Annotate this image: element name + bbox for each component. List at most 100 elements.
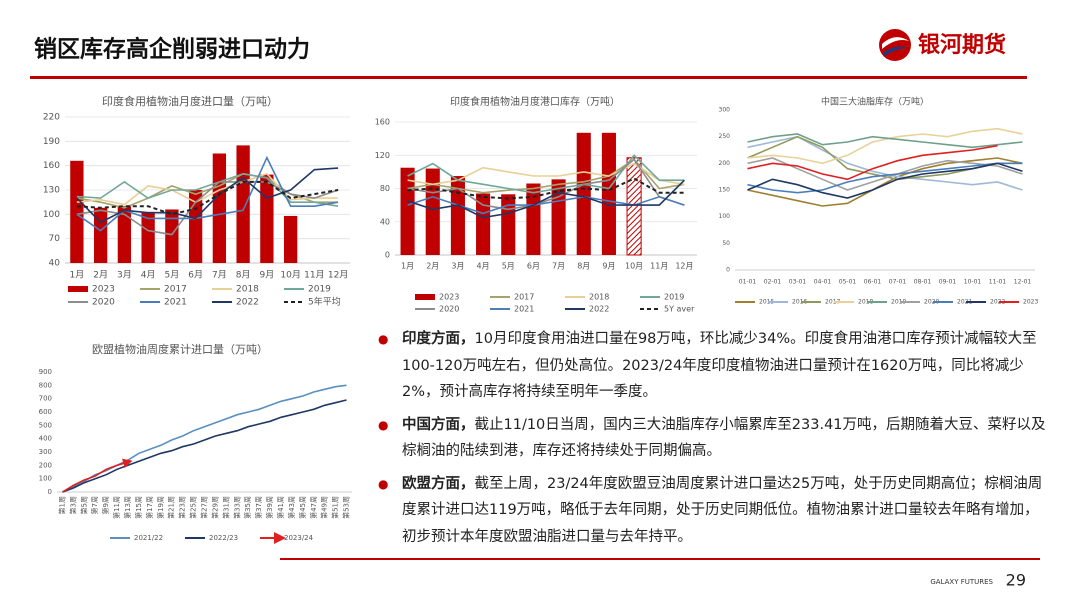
x-tick-label: 第45周 <box>298 496 307 519</box>
y-tick-label: 40 <box>49 259 61 269</box>
bar <box>93 207 108 263</box>
bar <box>165 209 179 263</box>
bullet-text: 截止11/10日当周，国内三大油脂库存小幅累库至233.41万吨，后期随着大豆、… <box>402 416 1046 460</box>
bullet-text: 10月印度食用油进口量在98万吨，环比减少34%。印度食用油港口库存预计减幅较大… <box>402 331 1037 400</box>
y-tick-label: 400 <box>39 435 52 443</box>
x-tick-label: 04-01 <box>814 279 832 286</box>
bar <box>476 193 491 255</box>
slide-title: 销区库存高企削弱进口动力 <box>34 36 310 63</box>
y-tick-label: 250 <box>719 133 731 140</box>
x-tick-label: 9月 <box>260 270 275 281</box>
legend-label: 2018 <box>858 299 873 306</box>
x-tick-label: 第47周 <box>309 496 318 519</box>
series-line <box>407 154 685 194</box>
series-line <box>407 179 685 219</box>
legend-label: 2022 <box>990 299 1005 306</box>
y-tick-label: 130 <box>43 186 60 196</box>
x-tick-label: 12月 <box>675 262 693 271</box>
legend-label: 2020 <box>439 305 459 314</box>
bullet: 印度方面，10月印度食用油进口量在98万吨，环比减少34%。印度食用油港口库存预… <box>378 326 1046 406</box>
legend-label: 2020 <box>92 298 115 308</box>
y-tick-label: 600 <box>39 408 52 416</box>
legend-label: 2017 <box>514 293 534 302</box>
x-tick-label: 第39周 <box>265 496 274 519</box>
x-tick-label: 8月 <box>577 262 590 271</box>
legend-label: 5Y aver <box>664 305 695 314</box>
x-tick-label: 2月 <box>93 270 108 281</box>
legend-label: 2017 <box>164 285 187 295</box>
series-line <box>747 127 1023 165</box>
bar <box>283 215 298 263</box>
x-tick-label: 2月 <box>426 262 439 271</box>
bar <box>260 174 274 263</box>
legend-label: 2021 <box>514 305 534 314</box>
bar <box>117 206 132 263</box>
x-tick-label: 6月 <box>188 270 203 281</box>
x-tick-label: 第13周 <box>123 496 132 519</box>
bar <box>601 132 616 255</box>
x-tick-label: 第1周 <box>57 496 66 514</box>
series-line <box>747 162 1023 199</box>
page-number: 29 <box>1006 571 1026 590</box>
y-tick-label: 300 <box>39 448 52 456</box>
legend-label: 2023 <box>1023 299 1038 306</box>
series-line <box>747 144 998 181</box>
x-tick-label: 第9周 <box>101 496 110 514</box>
logo-text: 银河期货 <box>918 32 1006 58</box>
x-tick-label: 11-01 <box>989 279 1007 286</box>
x-tick-label: 第15周 <box>134 496 143 519</box>
x-tick-label: 第41周 <box>276 496 285 519</box>
bar <box>188 190 203 263</box>
chart-title: 欧盟植物油周度累计进口量（万吨） <box>92 342 268 356</box>
x-tick-label: 第21周 <box>167 496 176 519</box>
x-tick-label: 第53周 <box>342 496 351 519</box>
x-tick-label: 第49周 <box>320 496 329 519</box>
chart-title: 中国三大油脂库存（万吨） <box>821 96 929 108</box>
bullets: 印度方面，10月印度食用油进口量在98万吨，环比减少34%。印度食用油港口库存预… <box>378 326 1046 556</box>
legend-label: 2019 <box>308 285 331 295</box>
y-tick-label: 700 <box>39 395 52 403</box>
legend-swatch <box>415 294 435 300</box>
legend-label: 2017 <box>825 299 840 306</box>
bar <box>501 194 516 255</box>
x-tick-label: 第25周 <box>189 496 198 519</box>
x-tick-label: 8月 <box>236 270 251 281</box>
legend-label: 2021/22 <box>134 534 163 542</box>
y-tick-label: 0 <box>726 267 730 274</box>
x-tick-label: 第27周 <box>200 496 209 519</box>
x-tick-label: 4月 <box>141 270 156 281</box>
y-tick-label: 100 <box>43 210 60 220</box>
y-tick-label: 100 <box>719 213 731 220</box>
legend-label: 2019 <box>891 299 906 306</box>
legend-label: 2022 <box>236 298 259 308</box>
x-tick-label: 12月 <box>328 270 348 281</box>
x-tick-label: 10-01 <box>964 279 982 286</box>
y-tick-label: 80 <box>380 184 390 193</box>
series-line <box>747 135 1023 191</box>
series-line <box>747 162 1023 194</box>
series-line <box>62 384 347 493</box>
x-tick-label: 第35周 <box>243 496 252 519</box>
x-tick-label: 第17周 <box>145 496 154 519</box>
y-tick-label: 300 <box>719 107 731 114</box>
bar <box>236 145 250 263</box>
y-tick-label: 800 <box>39 381 52 389</box>
bar <box>576 132 591 255</box>
x-tick-label: 10月 <box>625 262 643 271</box>
chart-title: 印度食用植物油月度进口量（万吨） <box>102 94 278 108</box>
series-line <box>747 157 1023 191</box>
x-tick-label: 6月 <box>527 262 540 271</box>
x-tick-label: 03-01 <box>789 279 807 286</box>
bar <box>212 153 227 263</box>
y-tick-label: 160 <box>43 161 60 171</box>
series-line <box>62 399 347 493</box>
x-tick-label: 08-01 <box>914 279 932 286</box>
y-tick-label: 0 <box>48 488 52 496</box>
footer-brand: GALAXY FUTURES <box>930 578 993 586</box>
x-tick-label: 第51周 <box>331 496 340 519</box>
series-line <box>747 135 1023 181</box>
series-line <box>747 133 1023 149</box>
bar <box>425 168 440 255</box>
legend-label: 2023 <box>92 285 115 295</box>
